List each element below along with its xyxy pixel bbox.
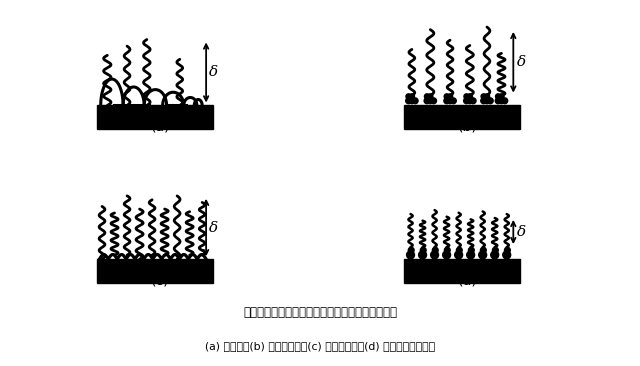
Circle shape <box>451 98 456 104</box>
Text: δ: δ <box>209 220 218 235</box>
Circle shape <box>484 94 490 99</box>
Circle shape <box>431 251 438 259</box>
Circle shape <box>424 98 430 104</box>
Circle shape <box>467 98 473 104</box>
Circle shape <box>467 251 475 259</box>
Circle shape <box>409 98 415 104</box>
Text: δ: δ <box>209 66 218 79</box>
Circle shape <box>468 247 474 253</box>
Circle shape <box>456 247 462 253</box>
Text: (a): (a) <box>150 119 170 134</box>
Circle shape <box>406 94 411 99</box>
Circle shape <box>484 98 490 104</box>
Circle shape <box>447 94 452 99</box>
Circle shape <box>492 247 499 253</box>
Circle shape <box>495 98 501 104</box>
Circle shape <box>420 247 426 253</box>
Circle shape <box>491 251 499 259</box>
Circle shape <box>428 94 433 99</box>
Circle shape <box>444 247 450 253</box>
Bar <box>404 259 520 283</box>
Circle shape <box>406 251 415 259</box>
Circle shape <box>408 247 414 253</box>
Bar <box>404 105 520 129</box>
Circle shape <box>444 94 449 99</box>
Circle shape <box>443 251 451 259</box>
Text: δ: δ <box>516 55 525 69</box>
Circle shape <box>499 94 504 99</box>
Circle shape <box>481 98 486 104</box>
Text: (b): (b) <box>458 119 477 134</box>
Circle shape <box>487 98 493 104</box>
Circle shape <box>424 94 429 99</box>
Text: (d): (d) <box>458 273 477 287</box>
Circle shape <box>499 98 504 104</box>
Circle shape <box>470 98 476 104</box>
Circle shape <box>412 98 418 104</box>
Circle shape <box>419 251 426 259</box>
Circle shape <box>428 98 433 104</box>
Text: 不同分子結構的聚合物在陶瓷粉體表面的吸附均型: 不同分子結構的聚合物在陶瓷粉體表面的吸附均型 <box>243 306 397 320</box>
Text: δ: δ <box>516 225 525 239</box>
Circle shape <box>467 94 472 99</box>
Circle shape <box>447 98 453 104</box>
Text: (a) 同聚物；(b) 二段共聚物；(c) 梳狀共聚物；(d) 功能性短鏈分散劑: (a) 同聚物；(b) 二段共聚物；(c) 梳狀共聚物；(d) 功能性短鏈分散劑 <box>205 341 435 351</box>
Circle shape <box>409 94 415 99</box>
Circle shape <box>503 251 511 259</box>
Circle shape <box>502 98 508 104</box>
Circle shape <box>433 247 438 253</box>
Circle shape <box>463 98 469 104</box>
Circle shape <box>495 94 500 99</box>
Circle shape <box>481 94 486 99</box>
Circle shape <box>431 98 436 104</box>
Circle shape <box>454 251 463 259</box>
Circle shape <box>464 94 469 99</box>
Bar <box>97 105 212 129</box>
Circle shape <box>444 98 450 104</box>
Circle shape <box>406 98 412 104</box>
Circle shape <box>479 251 486 259</box>
Bar <box>97 259 212 283</box>
Circle shape <box>504 247 510 253</box>
Text: (c): (c) <box>151 273 169 287</box>
Circle shape <box>481 247 486 253</box>
